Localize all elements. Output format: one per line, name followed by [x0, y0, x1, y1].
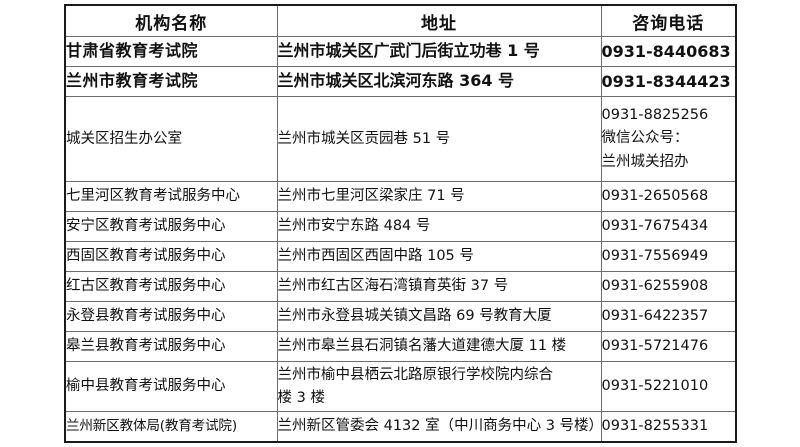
institution-name-text: 红古区教育考试服务中心: [66, 278, 226, 295]
phone-text: 0931-2650568: [601, 187, 709, 204]
cell-address: 兰州市西固区西固中路 105 号: [276, 241, 602, 272]
institution-contact-table: 机构名称 地址 咨询电话 甘肃省教育考试院 兰州市城关区广武门后街立功巷 1 号 0…: [64, 4, 737, 443]
institution-name-text: 永登县教育考试服务中心: [66, 308, 226, 325]
table-row: 皋兰县教育考试服务中心 兰州市皋兰县石洞镇名藩大道建德大厦 11 楼 0931-57…: [64, 331, 737, 362]
cell-address: 兰州市榆中县栖云北路原银行学校院内综合楼 3 楼: [276, 361, 602, 412]
table-row: 兰州市教育考试院 兰州市城关区北滨河东路 364 号 0931-8344423: [64, 66, 737, 97]
phone-line: 微信公众号：: [601, 130, 689, 147]
cell-address: 兰州市城关区贡园巷 51 号: [276, 96, 602, 182]
cell-phone: 0931-6255908: [600, 271, 737, 302]
table-body: 甘肃省教育考试院 兰州市城关区广武门后街立功巷 1 号 0931-8440683 兰州…: [64, 36, 737, 443]
phone-text: 0931-8440683: [601, 41, 731, 61]
institution-name-text: 西固区教育考试服务中心: [66, 248, 226, 265]
address-text: 兰州市永登县城关镇文昌路 69 号教育大厦: [277, 308, 552, 325]
phone-lines: 0931-8825256 微信公众号： 兰州城关招办: [602, 104, 736, 174]
address-text: 兰州市城关区广武门后街立功巷 1 号: [277, 41, 540, 61]
table-row: 安宁区教育考试服务中心 兰州市安宁东路 484 号 0931-7675434: [64, 211, 737, 242]
cell-institution-name: 永登县教育考试服务中心: [64, 301, 278, 332]
cell-institution-name: 皋兰县教育考试服务中心: [64, 331, 278, 362]
institution-name-text: 兰州市教育考试院: [66, 71, 199, 91]
cell-institution-name: 榆中县教育考试服务中心: [64, 361, 278, 412]
address-text: 兰州市皋兰县石洞镇名藩大道建德大厦 11 楼: [277, 338, 567, 355]
cell-phone: 0931-5721476: [600, 331, 737, 362]
column-header-phone: 咨询电话: [600, 4, 737, 37]
institution-name-text: 七里河区教育考试服务中心: [66, 188, 240, 205]
table-row: 榆中县教育考试服务中心 兰州市榆中县栖云北路原银行学校院内综合楼 3 楼 0931-…: [64, 361, 737, 412]
cell-address: 兰州市红古区海石湾镇育英街 37 号: [276, 271, 602, 302]
table-row: 红古区教育考试服务中心 兰州市红古区海石湾镇育英街 37 号 0931-625590…: [64, 271, 737, 302]
table-header: 机构名称 地址 咨询电话: [64, 4, 737, 37]
phone-text: 0931-8344423: [601, 71, 731, 91]
table-row: 七里河区教育考试服务中心 兰州市七里河区梁家庄 71 号 0931-2650568: [64, 181, 737, 212]
cell-phone: 0931-7556949: [600, 241, 737, 272]
cell-institution-name: 甘肃省教育考试院: [64, 36, 278, 67]
column-header-address: 地址: [276, 4, 602, 37]
address-text: 兰州市西固区西固中路 105 号: [277, 248, 474, 265]
institution-name-text: 甘肃省教育考试院: [66, 41, 199, 61]
cell-phone: 0931-2650568: [600, 181, 737, 212]
cell-phone: 0931-5221010: [600, 361, 737, 412]
cell-address: 兰州市安宁东路 484 号: [276, 211, 602, 242]
cell-institution-name: 城关区招生办公室: [64, 96, 278, 182]
address-text: 兰州新区管委会 4132 室（中川商务中心 3 号楼）: [277, 418, 604, 435]
address-text: 兰州市城关区北滨河东路 364 号: [277, 71, 515, 91]
phone-line: 兰州城关招办: [601, 153, 689, 170]
cell-address: 兰州市皋兰县石洞镇名藩大道建德大厦 11 楼: [276, 331, 602, 362]
institution-name-text: 安宁区教育考试服务中心: [66, 218, 226, 235]
institution-name-text: 榆中县教育考试服务中心: [66, 378, 226, 395]
institution-name-text: 兰州新区教体局(教育考试院): [66, 418, 237, 435]
cell-institution-name: 七里河区教育考试服务中心: [64, 181, 278, 212]
cell-phone: 0931-8344423: [600, 66, 737, 97]
cell-address: 兰州市城关区广武门后街立功巷 1 号: [276, 36, 602, 67]
address-lines: 兰州市榆中县栖云北路原银行学校院内综合楼 3 楼: [278, 364, 601, 409]
cell-phone: 0931-8440683: [600, 36, 737, 67]
cell-institution-name: 红古区教育考试服务中心: [64, 271, 278, 302]
table-row: 兰州新区教体局(教育考试院) 兰州新区管委会 4132 室（中川商务中心 3 号楼…: [64, 411, 737, 443]
cell-address: 兰州市七里河区梁家庄 71 号: [276, 181, 602, 212]
phone-text: 0931-5221010: [601, 377, 709, 394]
cell-phone: 0931-7675434: [600, 211, 737, 242]
phone-text: 0931-5721476: [601, 337, 709, 354]
institution-name-text: 皋兰县教育考试服务中心: [66, 338, 226, 355]
cell-institution-name: 兰州市教育考试院: [64, 66, 278, 97]
cell-institution-name: 西固区教育考试服务中心: [64, 241, 278, 272]
table-row: 城关区招生办公室 兰州市城关区贡园巷 51 号 0931-8825256 微信公众号：…: [64, 96, 737, 182]
cell-institution-name: 兰州新区教体局(教育考试院): [64, 411, 278, 443]
address-text: 兰州市红古区海石湾镇育英街 37 号: [277, 278, 509, 295]
institution-name-text: 城关区招生办公室: [66, 130, 182, 147]
phone-text: 0931-7556949: [601, 247, 709, 264]
cell-phone: 0931-8255331: [600, 411, 737, 443]
phone-text: 0931-7675434: [601, 217, 709, 234]
table-header-row: 机构名称 地址 咨询电话: [64, 4, 737, 37]
phone-text: 0931-6255908: [601, 277, 709, 294]
contact-table-wrapper: 机构名称 地址 咨询电话 甘肃省教育考试院 兰州市城关区广武门后街立功巷 1 号 0…: [64, 4, 737, 443]
address-text: 兰州市安宁东路 484 号: [277, 218, 431, 235]
phone-text: 0931-8255331: [601, 417, 709, 434]
cell-address: 兰州新区管委会 4132 室（中川商务中心 3 号楼）: [276, 411, 604, 443]
address-line: 楼 3 楼: [277, 389, 325, 406]
table-row: 甘肃省教育考试院 兰州市城关区广武门后街立功巷 1 号 0931-8440683: [64, 36, 737, 67]
cell-address: 兰州市永登县城关镇文昌路 69 号教育大厦: [276, 301, 602, 332]
address-text: 兰州市城关区贡园巷 51 号: [277, 130, 451, 147]
column-header-name: 机构名称: [64, 4, 278, 37]
cell-address: 兰州市城关区北滨河东路 364 号: [276, 66, 602, 97]
phone-text: 0931-6422357: [601, 307, 709, 324]
cell-institution-name: 安宁区教育考试服务中心: [64, 211, 278, 242]
cell-phone: 0931-8825256 微信公众号： 兰州城关招办: [600, 96, 737, 182]
cell-phone: 0931-6422357: [600, 301, 737, 332]
phone-line: 0931-8825256: [601, 107, 709, 124]
table-row: 西固区教育考试服务中心 兰州市西固区西固中路 105 号 0931-7556949: [64, 241, 737, 272]
address-text: 兰州市七里河区梁家庄 71 号: [277, 188, 465, 205]
address-line: 兰州市榆中县栖云北路原银行学校院内综合: [277, 367, 554, 384]
table-row: 永登县教育考试服务中心 兰州市永登县城关镇文昌路 69 号教育大厦 0931-642…: [64, 301, 737, 332]
